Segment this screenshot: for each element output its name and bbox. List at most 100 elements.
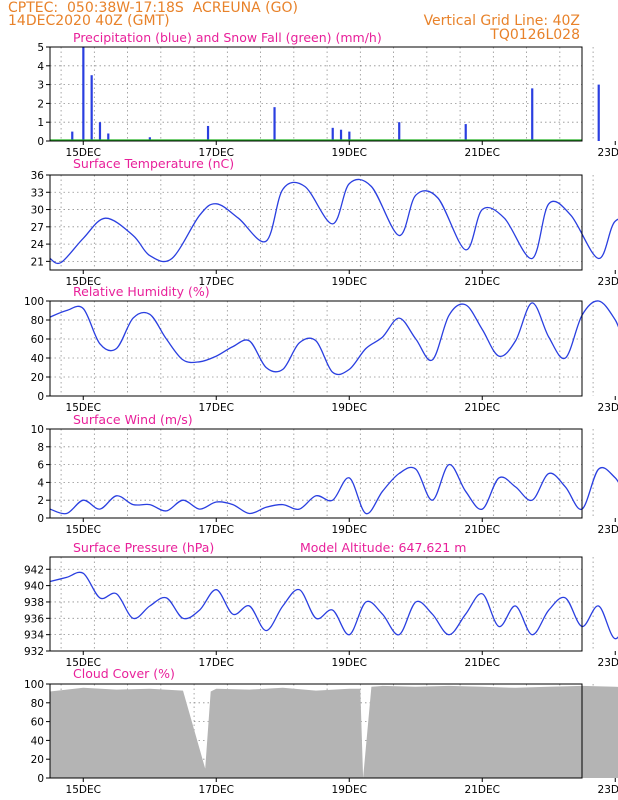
x-tick-label: 23DEC xyxy=(598,657,618,669)
panel-5 xyxy=(46,556,618,655)
x-tick-label: 21DEC xyxy=(465,524,500,536)
header-grid-line: Vertical Grid Line: 40Z xyxy=(423,13,580,29)
panel-6 xyxy=(46,683,618,782)
precip-bar xyxy=(107,133,110,141)
y-tick-label: 940 xyxy=(24,581,44,593)
panel-title: Precipitation (blue) and Snow Fall (gree… xyxy=(73,30,382,45)
y-tick-label: 0 xyxy=(37,136,44,148)
precip-bar xyxy=(531,88,534,141)
precip-bar xyxy=(273,107,276,141)
precip-bar xyxy=(98,122,102,141)
x-tick-label: 23DEC xyxy=(598,524,618,536)
x-tick-label: 19DEC xyxy=(332,402,367,414)
x-tick-label: 23DEC xyxy=(598,147,618,159)
y-tick-label: 80 xyxy=(31,315,44,327)
series-line xyxy=(49,178,618,265)
y-tick-label: 934 xyxy=(24,630,44,642)
y-tick-label: 27 xyxy=(31,222,44,234)
x-tick-label: 15DEC xyxy=(66,147,101,159)
panel-3 xyxy=(46,300,618,400)
panel-frame xyxy=(49,174,583,271)
y-tick-label: 5 xyxy=(37,42,44,54)
series-line xyxy=(49,300,618,376)
x-tick-label: 17DEC xyxy=(199,784,234,796)
y-tick-label: 8 xyxy=(37,442,44,454)
x-tick-label: 17DEC xyxy=(199,657,234,669)
precip-bar xyxy=(348,131,351,141)
x-tick-label: 17DEC xyxy=(199,402,234,414)
precip-bar xyxy=(597,84,600,141)
y-tick-label: 2 xyxy=(37,98,44,110)
y-tick-label: 0 xyxy=(37,513,44,525)
y-tick-label: 36 xyxy=(31,170,45,182)
y-tick-label: 24 xyxy=(31,239,45,251)
x-tick-label: 15DEC xyxy=(66,524,101,536)
y-tick-label: 40 xyxy=(31,735,44,747)
x-tick-label: 19DEC xyxy=(332,657,367,669)
series-line xyxy=(49,571,618,640)
precip-bar xyxy=(331,127,334,141)
y-tick-label: 6 xyxy=(37,460,44,472)
precip-bar xyxy=(90,75,93,141)
panel-title: Surface Wind (m/s) xyxy=(73,412,193,427)
x-tick-label: 15DEC xyxy=(66,276,101,288)
y-tick-label: 4 xyxy=(37,477,44,489)
x-tick-label: 19DEC xyxy=(332,784,367,796)
y-tick-label: 21 xyxy=(31,256,44,268)
header-location: CPTEC: 050:38W-17:18S ACREUNA (GO) xyxy=(8,0,298,16)
x-tick-label: 17DEC xyxy=(199,524,234,536)
panel-2 xyxy=(46,174,618,274)
y-tick-label: 0 xyxy=(37,391,44,403)
y-tick-label: 0 xyxy=(37,773,44,785)
y-tick-label: 1 xyxy=(37,117,44,129)
cloud-cover-area xyxy=(50,685,618,778)
panel-frame xyxy=(49,683,583,779)
x-tick-label: 21DEC xyxy=(465,784,500,796)
x-tick-label: 19DEC xyxy=(332,147,367,159)
y-tick-label: 33 xyxy=(31,187,44,199)
y-tick-label: 938 xyxy=(24,597,44,609)
y-tick-label: 60 xyxy=(31,717,44,729)
y-tick-label: 80 xyxy=(31,698,44,710)
panel-title: Surface Temperature (nC) xyxy=(73,156,234,171)
y-tick-label: 30 xyxy=(31,205,44,217)
y-tick-label: 20 xyxy=(31,372,44,384)
precip-bar xyxy=(398,122,401,141)
panel-frame xyxy=(49,428,583,519)
y-tick-label: 932 xyxy=(24,646,44,658)
x-tick-label: 21DEC xyxy=(465,657,500,669)
panel-title: Relative Humidity (%) xyxy=(73,284,210,299)
x-tick-label: 21DEC xyxy=(465,147,500,159)
header-date: 14DEC2020 40Z (GMT) xyxy=(8,13,170,29)
x-tick-label: 15DEC xyxy=(66,402,101,414)
model-altitude: Model Altitude: 647.621 m xyxy=(300,540,466,555)
y-tick-label: 4 xyxy=(37,61,44,73)
x-tick-label: 23DEC xyxy=(598,276,618,288)
y-tick-label: 20 xyxy=(31,754,44,766)
x-tick-label: 23DEC xyxy=(598,784,618,796)
y-tick-label: 3 xyxy=(37,80,44,92)
x-tick-label: 19DEC xyxy=(332,276,367,288)
x-tick-label: 17DEC xyxy=(199,147,234,159)
x-tick-label: 21DEC xyxy=(465,276,500,288)
panel-title: Cloud Cover (%) xyxy=(73,666,175,681)
panel-title: Surface Pressure (hPa) xyxy=(73,540,214,555)
x-tick-label: 21DEC xyxy=(465,402,500,414)
precip-bar xyxy=(206,125,210,141)
x-tick-label: 15DEC xyxy=(66,784,101,796)
y-tick-label: 100 xyxy=(24,679,44,691)
x-tick-label: 19DEC xyxy=(332,524,367,536)
precip-bar xyxy=(464,124,467,141)
y-tick-label: 100 xyxy=(24,296,44,308)
panel-frame xyxy=(49,556,583,652)
series-line xyxy=(49,463,618,515)
y-tick-label: 942 xyxy=(24,564,44,576)
panel-frame xyxy=(49,300,583,397)
y-tick-label: 2 xyxy=(37,495,44,507)
y-tick-label: 10 xyxy=(31,424,44,436)
y-tick-label: 60 xyxy=(31,334,44,346)
precip-bar xyxy=(82,47,85,141)
y-tick-label: 936 xyxy=(24,613,44,625)
x-tick-label: 23DEC xyxy=(598,402,618,414)
